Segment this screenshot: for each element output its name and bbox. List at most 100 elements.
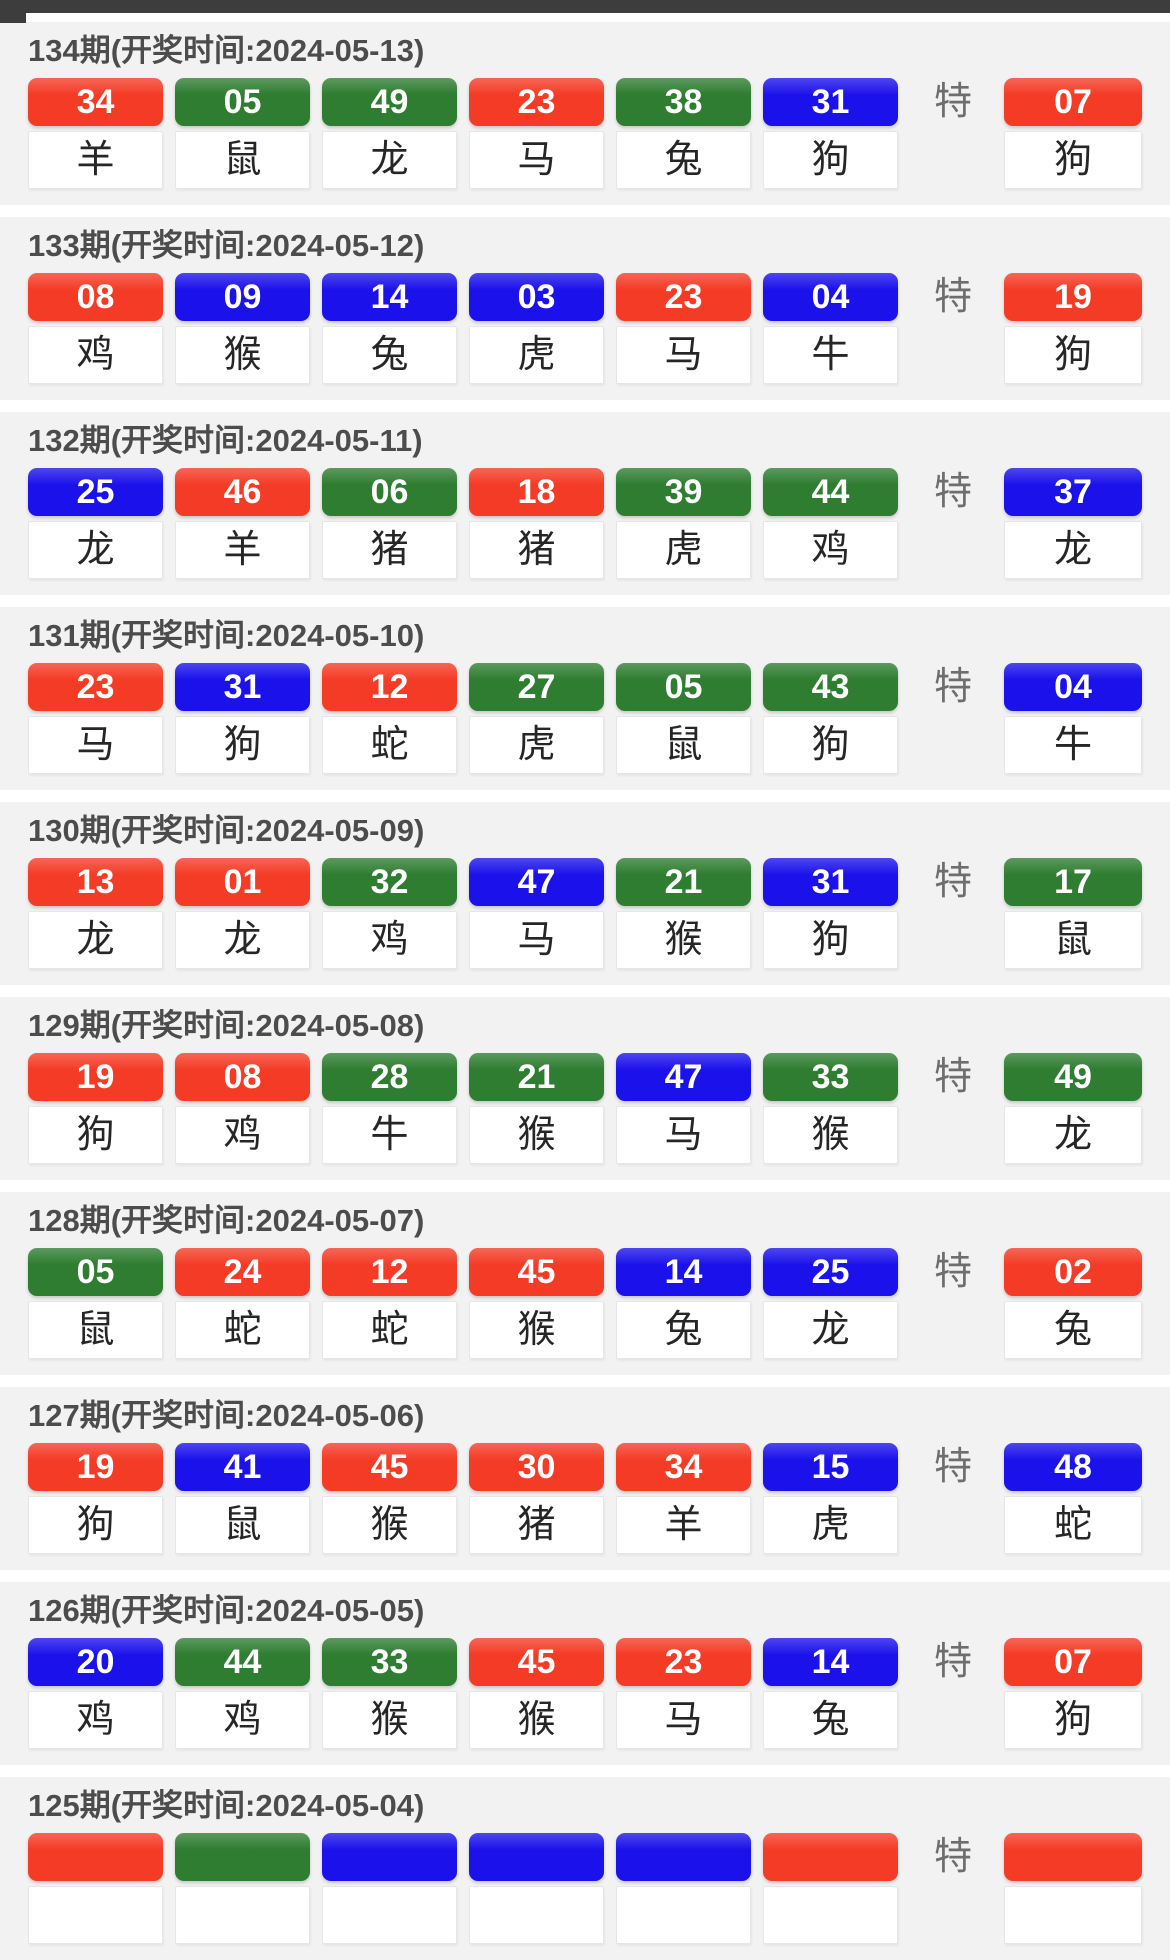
ball-number: 21 — [616, 858, 751, 906]
ball-zodiac: 马 — [616, 326, 751, 384]
ball-number: 23 — [616, 273, 751, 321]
ball-cell: 41 鼠 — [175, 1443, 310, 1554]
ball-cell: 03 虎 — [469, 273, 604, 384]
ball-zodiac: 猴 — [469, 1301, 604, 1359]
ball-number: 23 — [616, 1638, 751, 1686]
ball-cell: 47 马 — [616, 1053, 751, 1164]
draw-section: 133期(开奖时间:2024-05-12) 08 鸡 09 猴 14 兔 03 … — [0, 217, 1170, 400]
ball-number: 49 — [1004, 1053, 1142, 1101]
ball-number: 19 — [28, 1053, 163, 1101]
ball-number: 06 — [322, 468, 457, 516]
special-label: 特 — [933, 81, 972, 123]
ball-zodiac: 龙 — [28, 911, 163, 969]
ball-group: 20 鸡 44 鸡 33 猴 45 猴 23 马 14 兔 — [28, 1638, 898, 1749]
draw-section: 128期(开奖时间:2024-05-07) 05 鼠 24 蛇 12 蛇 45 … — [0, 1192, 1170, 1375]
ball-zodiac: 虎 — [763, 1496, 898, 1554]
draw-title: 130期(开奖时间:2024-05-09) — [28, 813, 425, 848]
ball-cell — [28, 1833, 163, 1944]
ball-zodiac: 虎 — [469, 326, 604, 384]
ball-zodiac: 羊 — [175, 521, 310, 579]
ball-number: 19 — [28, 1443, 163, 1491]
ball-number: 27 — [469, 663, 604, 711]
ball-zodiac: 猴 — [322, 1496, 457, 1554]
ball-zodiac: 马 — [28, 716, 163, 774]
ball-zodiac: 虎 — [469, 716, 604, 774]
ball-cell: 47 马 — [469, 858, 604, 969]
draw-title: 126期(开奖时间:2024-05-05) — [28, 1593, 425, 1628]
ball-cell: 23 马 — [616, 1638, 751, 1749]
ball-number — [763, 1833, 898, 1881]
ball-cell — [763, 1833, 898, 1944]
ball-cell: 25 龙 — [763, 1248, 898, 1359]
ball-cell — [1004, 1833, 1142, 1944]
special-ball-slot: 37 龙 — [1004, 468, 1142, 579]
ball-zodiac: 鸡 — [28, 1691, 163, 1749]
draw-title: 134期(开奖时间:2024-05-13) — [28, 33, 425, 68]
ball-cell: 05 鼠 — [616, 663, 751, 774]
draw-title: 131期(开奖时间:2024-05-10) — [28, 618, 425, 653]
ball-cell: 06 猪 — [322, 468, 457, 579]
ball-zodiac: 狗 — [763, 131, 898, 189]
ball-zodiac: 马 — [616, 1106, 751, 1164]
ball-number: 17 — [1004, 858, 1142, 906]
special-label: 特 — [933, 1056, 972, 1098]
draw-row: 08 鸡 09 猴 14 兔 03 虎 23 马 04 牛 特 19 狗 — [28, 273, 1142, 384]
ball-zodiac: 狗 — [1004, 1691, 1142, 1749]
ball-cell: 13 龙 — [28, 858, 163, 969]
ball-number: 20 — [28, 1638, 163, 1686]
ball-number — [616, 1833, 751, 1881]
ball-zodiac: 羊 — [616, 1496, 751, 1554]
ball-zodiac: 猴 — [175, 326, 310, 384]
ball-cell: 23 马 — [28, 663, 163, 774]
ball-group: 13 龙 01 龙 32 鸡 47 马 21 猴 31 狗 — [28, 858, 898, 969]
draw-title: 132期(开奖时间:2024-05-11) — [28, 423, 423, 458]
ball-number: 07 — [1004, 1638, 1142, 1686]
ball-group — [28, 1833, 898, 1944]
ball-cell — [175, 1833, 310, 1944]
ball-number: 31 — [175, 663, 310, 711]
ball-cell — [616, 1833, 751, 1944]
ball-zodiac: 猴 — [616, 911, 751, 969]
ball-cell — [322, 1833, 457, 1944]
draw-row: 特 — [28, 1833, 1142, 1944]
ball-cell: 23 马 — [616, 273, 751, 384]
ball-zodiac: 蛇 — [175, 1301, 310, 1359]
special-label: 特 — [933, 1836, 972, 1878]
special-label: 特 — [933, 276, 972, 318]
ball-cell: 23 马 — [469, 78, 604, 189]
draw-section: 134期(开奖时间:2024-05-13) 34 羊 05 鼠 49 龙 23 … — [0, 22, 1170, 205]
ball-number: 31 — [763, 78, 898, 126]
ball-zodiac: 狗 — [28, 1496, 163, 1554]
ball-number: 25 — [763, 1248, 898, 1296]
draw-title: 128期(开奖时间:2024-05-07) — [28, 1203, 425, 1238]
ball-group: 23 马 31 狗 12 蛇 27 虎 05 鼠 43 狗 — [28, 663, 898, 774]
draw-list: 134期(开奖时间:2024-05-13) 34 羊 05 鼠 49 龙 23 … — [0, 22, 1170, 1960]
ball-cell: 48 蛇 — [1004, 1443, 1142, 1554]
draw-section: 129期(开奖时间:2024-05-08) 19 狗 08 鸡 28 牛 21 … — [0, 997, 1170, 1180]
ball-cell: 24 蛇 — [175, 1248, 310, 1359]
ball-zodiac: 鸡 — [175, 1106, 310, 1164]
ball-number — [322, 1833, 457, 1881]
ball-cell: 01 龙 — [175, 858, 310, 969]
ball-zodiac: 猴 — [322, 1691, 457, 1749]
ball-cell: 44 鸡 — [175, 1638, 310, 1749]
ball-number: 44 — [175, 1638, 310, 1686]
ball-zodiac: 狗 — [763, 911, 898, 969]
ball-cell: 33 猴 — [763, 1053, 898, 1164]
ball-zodiac: 虎 — [616, 521, 751, 579]
ball-number: 32 — [322, 858, 457, 906]
ball-cell: 05 鼠 — [28, 1248, 163, 1359]
ball-cell: 04 牛 — [1004, 663, 1142, 774]
ball-number: 49 — [322, 78, 457, 126]
ball-cell: 09 猴 — [175, 273, 310, 384]
ball-zodiac: 兔 — [322, 326, 457, 384]
ball-number: 23 — [28, 663, 163, 711]
ball-zodiac: 猪 — [469, 1496, 604, 1554]
ball-zodiac: 龙 — [1004, 521, 1142, 579]
ball-zodiac — [1004, 1886, 1142, 1944]
draw-row: 23 马 31 狗 12 蛇 27 虎 05 鼠 43 狗 特 04 牛 — [28, 663, 1142, 774]
ball-zodiac: 猴 — [469, 1106, 604, 1164]
ball-zodiac: 狗 — [175, 716, 310, 774]
ball-zodiac: 猴 — [763, 1106, 898, 1164]
ball-number: 21 — [469, 1053, 604, 1101]
